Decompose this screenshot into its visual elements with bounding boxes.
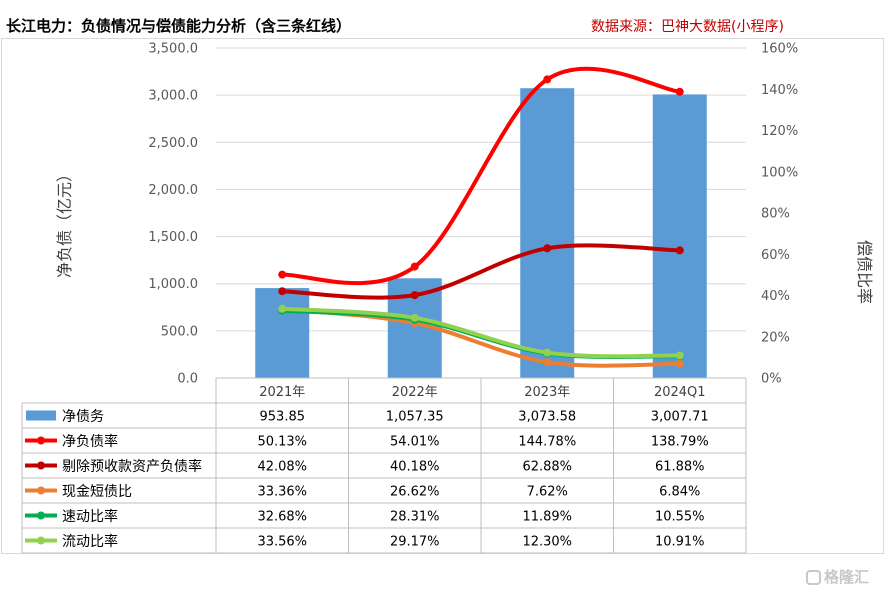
watermark-logo-icon [806, 570, 821, 585]
legend-label: 现金短债比 [62, 484, 132, 500]
y2-tick-label: 0% [761, 372, 782, 387]
series-point [543, 75, 552, 84]
legend-key-marker [37, 461, 45, 470]
y-tick-label: 3,000.0 [148, 89, 198, 104]
data-label: 61.88% [655, 460, 705, 475]
data-label: 54.01% [390, 435, 440, 450]
data-label: 62.88% [522, 460, 572, 475]
y2-tick-label: 60% [761, 248, 790, 263]
series-point [278, 304, 287, 313]
data-label: 1,057.35 [386, 410, 444, 425]
x-tick-label: 2022年 [392, 385, 438, 400]
y2-tick-label: 20% [761, 330, 790, 345]
data-label: 33.56% [257, 535, 307, 550]
legend-label: 净债务 [62, 409, 104, 425]
y2-tick-label: 140% [761, 83, 798, 98]
data-label: 953.85 [260, 410, 306, 425]
data-label: 32.68% [257, 510, 307, 525]
y-tick-label: 2,000.0 [148, 183, 198, 198]
y-tick-label: 3,500.0 [148, 42, 198, 57]
data-label: 7.62% [527, 485, 568, 500]
data-label: 6.84% [659, 485, 700, 500]
data-label: 28.31% [390, 510, 440, 525]
data-label: 3,073.58 [518, 410, 576, 425]
y2-tick-label: 80% [761, 207, 790, 222]
series-point [675, 246, 684, 255]
chart-title: 长江电力：负债情况与偿债能力分析（含三条红线） [6, 17, 352, 35]
data-label: 11.89% [522, 510, 572, 525]
legend-key-marker [37, 511, 45, 520]
series-point [278, 270, 287, 279]
data-label: 10.55% [655, 510, 705, 525]
series-point [410, 291, 419, 300]
y-tick-label: 2,500.0 [148, 136, 198, 151]
y-tick-label: 0.0 [177, 372, 198, 387]
data-label: 144.78% [518, 435, 576, 450]
legend-key-marker [37, 486, 45, 495]
data-label: 50.13% [257, 435, 307, 450]
series-point [278, 287, 287, 296]
series-line [280, 243, 682, 300]
series-line [280, 66, 682, 286]
series-point [675, 359, 684, 368]
series-point [543, 348, 552, 357]
legend-label: 速动比率 [62, 508, 118, 525]
series-point [675, 351, 684, 360]
y-axis-title: 净负债（亿元） [55, 166, 74, 278]
data-label: 3,007.71 [651, 410, 709, 425]
x-tick-label: 2023年 [524, 385, 570, 400]
y2-tick-label: 160% [761, 42, 798, 57]
data-label: 12.30% [522, 535, 572, 550]
bar-net-debt [255, 288, 310, 378]
series-point [543, 358, 552, 367]
series-point [675, 87, 684, 96]
bar-net-debt [520, 88, 575, 378]
series-point [410, 262, 419, 271]
data-source-note: 数据来源：巴神大数据(小程序) [591, 19, 784, 35]
series-point [543, 244, 552, 253]
bar-net-debt [652, 94, 707, 378]
legend-key-marker [37, 536, 45, 545]
data-label: 29.17% [390, 535, 440, 550]
y2-tick-label: 120% [761, 124, 798, 139]
legend-key-bar [26, 410, 56, 421]
data-label: 138.79% [651, 435, 709, 450]
data-label: 10.91% [655, 535, 705, 550]
x-tick-label: 2021年 [259, 385, 305, 400]
y-tick-label: 1,000.0 [148, 277, 198, 292]
x-tick-label: 2024Q1 [654, 385, 706, 400]
series-point [410, 313, 419, 322]
data-label: 33.36% [257, 485, 307, 500]
legend-key-marker [37, 436, 45, 445]
series-line [280, 306, 682, 359]
legend-label: 净负债率 [62, 433, 118, 450]
data-label: 40.18% [390, 460, 440, 475]
watermark: 格隆汇 [806, 566, 869, 587]
data-label: 42.08% [257, 460, 307, 475]
y-tick-label: 500.0 [161, 324, 198, 339]
y2-tick-label: 100% [761, 165, 798, 180]
y2-axis-title: 偿债比率 [855, 240, 874, 304]
legend-label: 剔除预收款资产负债率 [62, 458, 202, 475]
data-label: 26.62% [390, 485, 440, 500]
y2-tick-label: 40% [761, 289, 790, 304]
watermark-text: 格隆汇 [824, 568, 870, 586]
y-tick-label: 1,500.0 [148, 230, 198, 245]
legend-label: 流动比率 [62, 533, 118, 550]
